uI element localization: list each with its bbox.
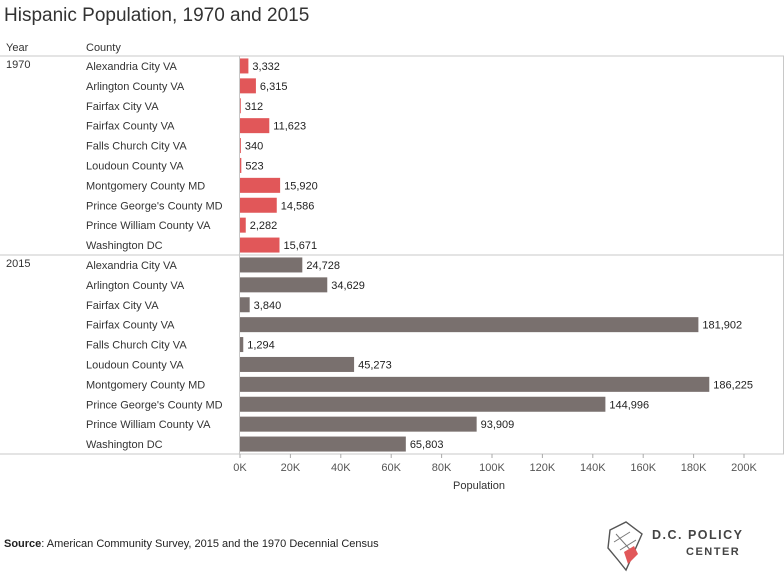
bar-2015 [240, 297, 250, 313]
chart-title: Hispanic Population, 1970 and 2015 [4, 5, 310, 26]
data-label: 24,728 [306, 260, 340, 272]
bar-1970 [240, 217, 246, 233]
data-label: 2,282 [250, 220, 278, 232]
county-label: Falls Church City VA [86, 340, 187, 352]
x-axis-title: Population [453, 480, 505, 492]
source-label: Source [4, 538, 42, 550]
county-label: Fairfax City VA [86, 300, 159, 312]
data-label: 144,996 [609, 399, 649, 411]
data-label: 186,225 [713, 379, 753, 391]
bar-2015 [240, 337, 244, 353]
bar-2015 [240, 436, 406, 452]
county-label: Alexandria City VA [86, 61, 178, 73]
county-label: Loudoun County VA [86, 160, 184, 172]
county-label: Montgomery County MD [86, 379, 205, 391]
bar-2015 [240, 396, 606, 412]
x-tick-label: 20K [281, 462, 301, 474]
county-label: Prince William County VA [86, 419, 211, 431]
bar-2015 [240, 416, 477, 432]
x-tick-label: 60K [381, 462, 401, 474]
bar-1970 [240, 78, 256, 94]
county-label: Loudoun County VA [86, 359, 184, 371]
county-label: Washington DC [86, 439, 163, 451]
year-label-2015: 2015 [6, 258, 30, 270]
county-label: Prince George's County MD [86, 200, 223, 212]
data-label: 14,586 [281, 200, 315, 212]
x-tick-label: 40K [331, 462, 351, 474]
dc-policy-center-logo: D.C. POLICY CENTER [604, 520, 774, 572]
county-label: Arlington County VA [86, 280, 185, 292]
bar-2015 [240, 356, 355, 372]
source-text: : American Community Survey, 2015 and th… [41, 538, 379, 550]
bar-1970 [240, 118, 270, 134]
x-tick-label: 160K [630, 462, 656, 474]
data-label: 6,315 [260, 81, 288, 93]
county-label: Fairfax County VA [86, 320, 175, 332]
county-label: Washington DC [86, 240, 163, 252]
header-year: Year [6, 42, 29, 54]
data-label: 34,629 [331, 280, 365, 292]
source-note: Source: American Community Survey, 2015 … [4, 538, 379, 550]
x-tick-label: 80K [432, 462, 452, 474]
data-label: 312 [245, 101, 263, 113]
county-label: Prince George's County MD [86, 399, 223, 411]
county-label: Arlington County VA [86, 81, 185, 93]
bar-1970 [240, 58, 249, 74]
x-tick-label: 100K [479, 462, 505, 474]
logo-text-line2: CENTER [686, 546, 741, 558]
bar-1970 [240, 157, 242, 173]
data-label: 3,840 [254, 300, 282, 312]
x-tick-label: 0K [233, 462, 247, 474]
bar-1970 [240, 237, 280, 253]
data-label: 65,803 [410, 439, 444, 451]
data-label: 523 [245, 160, 263, 172]
x-tick-label: 140K [580, 462, 606, 474]
x-tick-label: 200K [731, 462, 757, 474]
dc-map-icon [607, 521, 643, 572]
bar-1970 [240, 197, 277, 213]
x-tick-label: 120K [530, 462, 556, 474]
bar-1970 [240, 98, 241, 114]
data-label: 3,332 [252, 61, 280, 73]
county-label: Falls Church City VA [86, 141, 187, 153]
bar-2015 [240, 376, 710, 392]
county-label: Alexandria City VA [86, 260, 178, 272]
data-label: 93,909 [481, 419, 515, 431]
bar-chart: Year County 1970 Alexandria City VA 3,332 Arl… [0, 42, 784, 492]
data-label: 15,920 [284, 180, 318, 192]
logo-text-line1: D.C. POLICY [652, 528, 744, 542]
bar-2015 [240, 257, 303, 273]
county-label: Fairfax County VA [86, 121, 175, 133]
header-county: County [86, 42, 121, 54]
data-label: 340 [245, 141, 263, 153]
data-label: 15,671 [283, 240, 317, 252]
bar-1970 [240, 138, 241, 154]
county-label: Fairfax City VA [86, 101, 159, 113]
bar-2015 [240, 277, 328, 293]
year-label-1970: 1970 [6, 59, 30, 71]
bar-2015 [240, 317, 699, 333]
x-tick-label: 180K [681, 462, 707, 474]
data-label: 45,273 [358, 359, 392, 371]
data-label: 181,902 [702, 320, 742, 332]
data-label: 11,623 [273, 121, 306, 133]
county-label: Prince William County VA [86, 220, 211, 232]
bar-1970 [240, 177, 281, 193]
data-label: 1,294 [247, 340, 275, 352]
county-label: Montgomery County MD [86, 180, 205, 192]
